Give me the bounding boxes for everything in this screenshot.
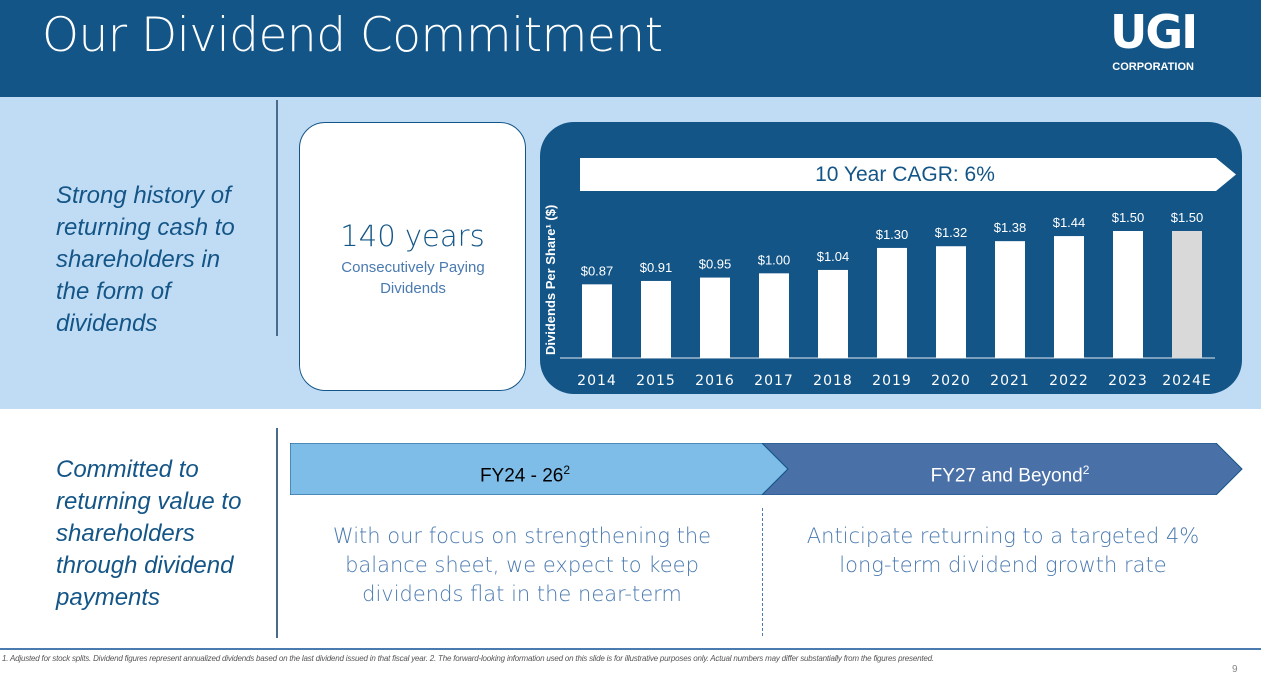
x-tick-2021: 2021 [990,373,1030,389]
data-label-2014: $0.87 [581,263,614,278]
years-subtitle: Consecutively Paying Dividends [341,259,485,297]
years-number: 140 years [340,219,485,253]
cagr-banner [580,158,1236,191]
header: Our Dividend Commitment UGI CORPORATION [0,0,1261,97]
bottom-side-text: Committed to returning value to sharehol… [56,456,242,611]
cagr-label: 10 Year CAGR: 6% [815,163,995,186]
x-tick-2022: 2022 [1049,373,1089,389]
data-label-2017: $1.00 [758,252,791,267]
x-tick-2024E: 2024E [1162,373,1211,389]
x-tick-2014: 2014 [577,373,617,389]
data-label-2022: $1.44 [1053,215,1086,230]
page-title: Our Dividend Commitment [42,8,663,63]
divider [276,100,278,336]
footer-line [0,648,1261,650]
x-tick-2019: 2019 [872,373,912,389]
x-tick-2015: 2015 [636,373,676,389]
bar-2014 [582,284,612,358]
bar-2024E [1172,231,1202,358]
x-tick-2018: 2018 [813,373,853,389]
bar-2015 [641,280,671,358]
bar-2020 [936,246,966,358]
phase-divider [762,508,763,636]
footnote: 1. Adjusted for stock splits. Dividend f… [2,654,934,663]
page-number: 9 [1232,664,1238,675]
bar-2018 [818,269,848,358]
ugi-logo: UGI CORPORATION [1110,4,1198,74]
x-tick-2023: 2023 [1108,373,1148,389]
x-tick-2017: 2017 [754,373,794,389]
x-tick-2020: 2020 [931,373,971,389]
dividend-bar-chart: $0.87 2014 $0.91 2015 $0.95 2016 $1.00 2017 $1.0… [560,210,1215,389]
data-label-2018: $1.04 [817,249,850,264]
bar-2021 [995,241,1025,358]
x-tick-2016: 2016 [695,373,735,389]
bar-2023 [1113,231,1143,358]
logo-main: UGI [1110,5,1198,59]
top-side-text: Strong history of returning cash to shar… [56,182,235,337]
phase1-label: FY24 - 262 [479,463,571,487]
data-label-2019: $1.30 [876,227,909,242]
phase1-description: With our focus on strengthening the bala… [332,524,712,606]
years-card: 140 years Consecutively Paying Dividends [299,122,526,391]
bar-2017 [759,273,789,358]
logo-sub: CORPORATION [1112,61,1194,73]
phase2-label: FY27 and Beyond2 [930,463,1090,487]
data-label-2021: $1.38 [994,220,1027,235]
divider [276,428,278,638]
data-label-2023: $1.50 [1112,210,1145,225]
phase2-arrow [762,443,1243,495]
bar-2016 [700,277,730,358]
bar-2019 [877,247,907,358]
data-label-2016: $0.95 [699,257,732,272]
data-label-2020: $1.32 [935,225,968,240]
data-label-2024E: $1.50 [1171,210,1204,225]
bar-2022 [1054,236,1084,358]
data-label-2015: $0.91 [640,260,673,275]
phase2-description: Anticipate returning to a targeted 4% lo… [806,524,1200,577]
